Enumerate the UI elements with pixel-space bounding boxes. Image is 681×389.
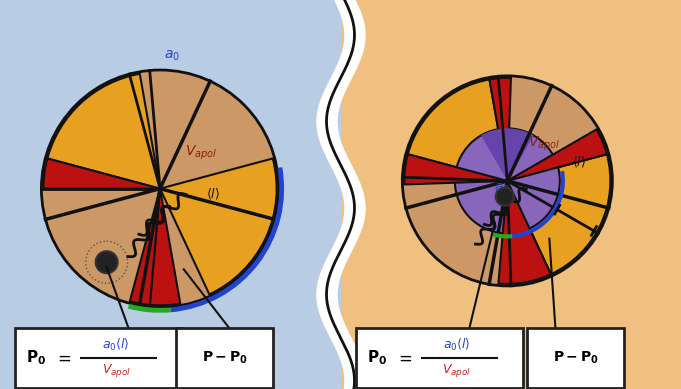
Wedge shape xyxy=(481,128,534,181)
Wedge shape xyxy=(405,154,507,184)
Wedge shape xyxy=(498,181,551,284)
Wedge shape xyxy=(130,189,160,305)
Wedge shape xyxy=(160,158,276,294)
FancyBboxPatch shape xyxy=(355,328,523,388)
Circle shape xyxy=(455,128,560,233)
Text: $V_{apol}$: $V_{apol}$ xyxy=(185,144,218,162)
Wedge shape xyxy=(44,158,160,189)
FancyBboxPatch shape xyxy=(15,328,183,388)
Text: $\mathbf{P_0}$: $\mathbf{P_0}$ xyxy=(27,349,46,367)
Wedge shape xyxy=(48,74,160,189)
Wedge shape xyxy=(507,130,607,181)
Text: $\langle l \rangle$: $\langle l \rangle$ xyxy=(572,154,586,170)
Wedge shape xyxy=(507,154,610,274)
Wedge shape xyxy=(490,78,511,181)
Wedge shape xyxy=(408,79,507,181)
Text: $a_0\langle l \rangle$: $a_0\langle l \rangle$ xyxy=(102,337,130,353)
Text: $\mathbf{P - P_0}$: $\mathbf{P - P_0}$ xyxy=(202,349,248,366)
Circle shape xyxy=(496,187,513,206)
Text: $V_{apol}$: $V_{apol}$ xyxy=(101,362,131,379)
Text: $\mathbf{P - P_0}$: $\mathbf{P - P_0}$ xyxy=(552,349,599,366)
Wedge shape xyxy=(150,189,180,305)
Text: $=$: $=$ xyxy=(54,349,72,367)
Circle shape xyxy=(95,251,118,273)
Text: $V_{apol}$: $V_{apol}$ xyxy=(442,362,471,379)
FancyBboxPatch shape xyxy=(176,328,273,388)
Polygon shape xyxy=(0,0,340,389)
Polygon shape xyxy=(340,0,681,389)
FancyBboxPatch shape xyxy=(527,328,624,388)
Circle shape xyxy=(402,76,612,286)
Text: $=$: $=$ xyxy=(395,349,412,367)
Text: $V_{apol}$: $V_{apol}$ xyxy=(528,135,560,153)
Text: $a_0\langle l \rangle$: $a_0\langle l \rangle$ xyxy=(443,337,471,353)
Text: $a_0$: $a_0$ xyxy=(494,182,510,196)
Circle shape xyxy=(42,70,279,307)
Text: $a_0$: $a_0$ xyxy=(164,49,180,63)
Text: $\mathbf{P_0}$: $\mathbf{P_0}$ xyxy=(367,349,387,367)
Text: $\langle l \rangle$: $\langle l \rangle$ xyxy=(206,187,221,202)
